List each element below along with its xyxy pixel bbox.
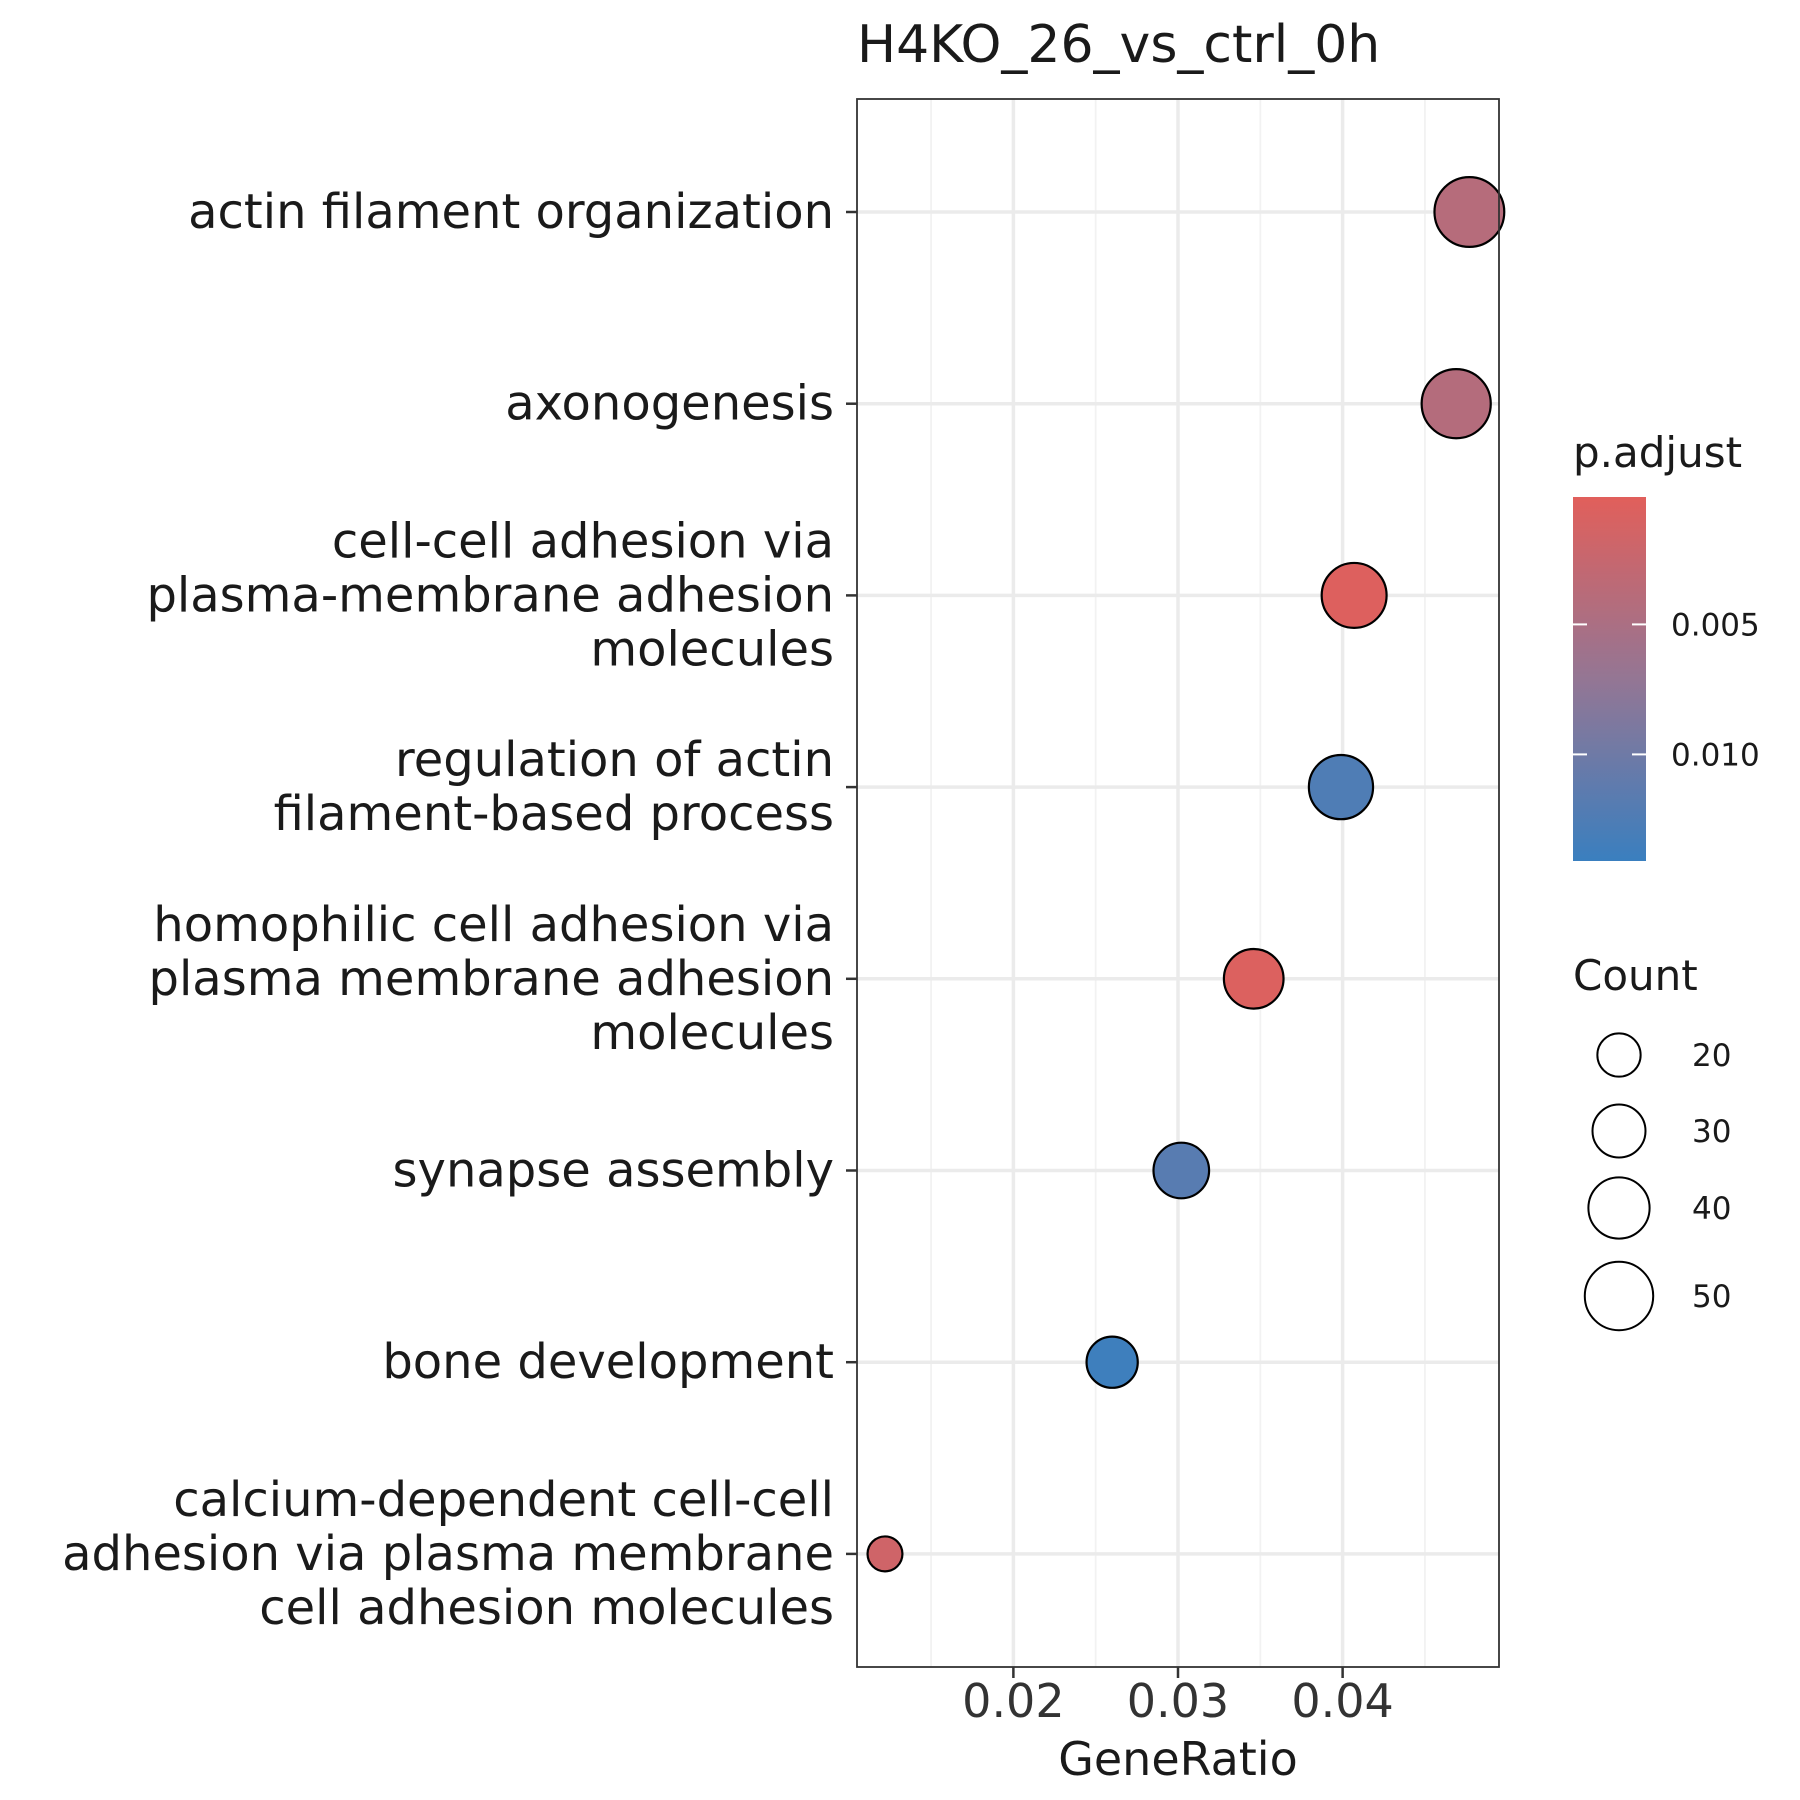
- data-point: [1222, 947, 1285, 1010]
- p-adjust-legend: p.adjust 0.005 0.010: [1573, 428, 1760, 861]
- size-key-circle: [1591, 1103, 1647, 1159]
- x-axis-label: GeneRatio: [1058, 1732, 1298, 1786]
- color-bar: [1573, 497, 1646, 861]
- data-point: [1085, 1335, 1139, 1389]
- size-key-circle: [1596, 1032, 1642, 1078]
- data-point: [1307, 753, 1375, 821]
- color-legend-label: 0.005: [1671, 607, 1760, 643]
- size-legend-label: 50: [1692, 1279, 1731, 1315]
- x-axis: 0.02 0.03 0.04: [962, 1667, 1394, 1728]
- data-point: [866, 1535, 904, 1573]
- category-label-line: homophilic cell adhesion via: [153, 897, 834, 953]
- category-label-line: calcium-dependent cell-cell: [173, 1472, 834, 1528]
- category-label: axonogenesis: [505, 376, 834, 432]
- category-label: regulation of actin filament-based proces…: [274, 732, 834, 842]
- category-label-line: regulation of actin: [395, 732, 834, 788]
- category-label: calcium-dependent cell-cell adhesion via …: [62, 1472, 834, 1636]
- size-legend-label: 40: [1692, 1191, 1731, 1227]
- size-key-circle: [1583, 1260, 1655, 1332]
- data-point: [1320, 561, 1388, 629]
- size-key-circle: [1587, 1176, 1651, 1240]
- category-label: synapse assembly: [393, 1143, 834, 1199]
- data-point: [1152, 1141, 1211, 1200]
- x-tick-label: 0.03: [1127, 1674, 1229, 1728]
- category-label: bone development: [382, 1334, 834, 1390]
- category-label-line: molecules: [590, 621, 834, 677]
- category-label: homophilic cell adhesion via plasma membr…: [149, 897, 835, 1061]
- chart-title: H4KO_26_vs_ctrl_0h: [857, 15, 1380, 75]
- color-legend-label: 0.010: [1671, 737, 1760, 773]
- category-label-line: filament-based process: [274, 786, 834, 842]
- category-label-line: bone development: [382, 1334, 834, 1390]
- x-tick-label: 0.04: [1291, 1674, 1393, 1728]
- category-label-line: adhesion via plasma membrane: [62, 1526, 834, 1582]
- category-label-line: plasma membrane adhesion: [149, 951, 835, 1007]
- size-legend-label: 20: [1692, 1038, 1731, 1074]
- category-label-line: cell adhesion molecules: [259, 1580, 834, 1636]
- y-axis: actin filament organization axonogenesis c…: [62, 184, 857, 1636]
- data-point: [1420, 368, 1492, 440]
- category-label: cell-cell adhesion via plasma-membrane ad…: [146, 513, 834, 677]
- size-legend-label: 30: [1692, 1114, 1731, 1150]
- size-legend-title: Count: [1573, 951, 1698, 1000]
- gridlines: [857, 99, 1499, 1667]
- category-label-line: synapse assembly: [393, 1143, 834, 1199]
- category-label-line: actin filament organization: [188, 184, 834, 240]
- category-label: actin filament organization: [188, 184, 834, 240]
- color-legend-title: p.adjust: [1573, 428, 1742, 477]
- data-points: [866, 176, 1506, 1573]
- category-label-line: axonogenesis: [505, 376, 834, 432]
- category-label-line: plasma-membrane adhesion: [146, 567, 834, 623]
- x-tick-label: 0.02: [962, 1674, 1064, 1728]
- category-label-line: molecules: [590, 1005, 834, 1061]
- category-label-line: cell-cell adhesion via: [332, 513, 834, 569]
- data-point: [1433, 176, 1506, 248]
- count-legend: Count 20 30 40 50: [1573, 951, 1731, 1332]
